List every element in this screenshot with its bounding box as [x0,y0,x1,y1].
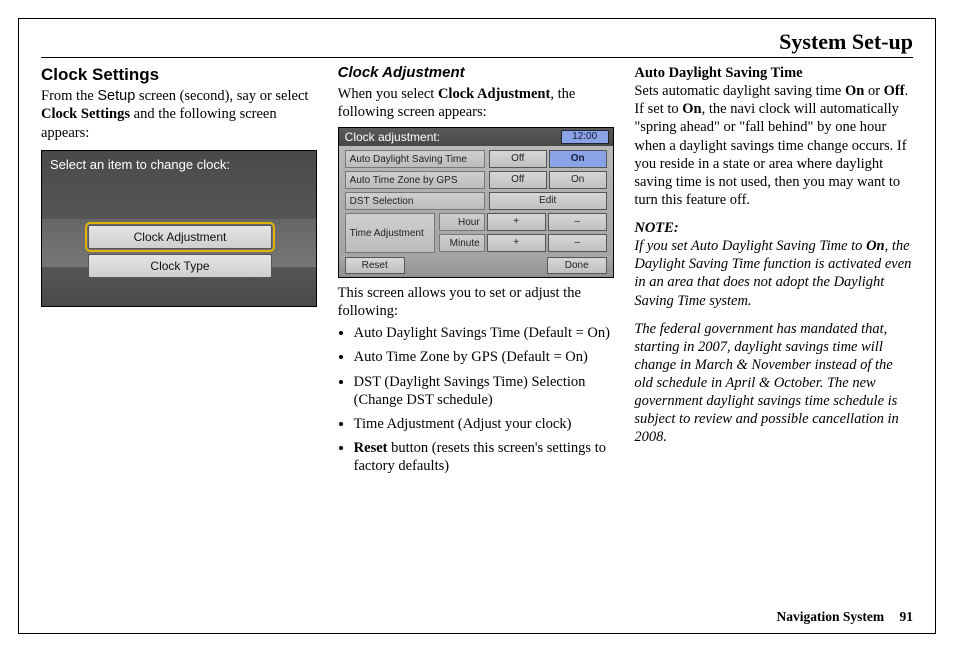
reset-button[interactable]: Reset [345,257,405,274]
text: screen (second), say or select [135,88,308,104]
panel-footer: Reset Done [339,255,613,277]
reset-bold: Reset [354,440,388,456]
auto-dst-heading: Auto Daylight Saving Time [634,65,802,81]
label: Auto Time Zone by GPS [345,171,485,189]
footer-label: Navigation System [777,609,885,624]
column-2: Clock Adjustment When you select Clock A… [338,64,617,605]
edit-button[interactable]: Edit [489,192,607,210]
clock-adjustment-heading: Clock Adjustment [338,64,617,83]
list-item: Reset button (resets this screen's setti… [354,439,617,475]
edit-group: Edit [489,192,607,210]
screenshot-clock-adjustment: Clock adjustment: 12:00 Auto Daylight Sa… [338,127,614,278]
minute-minus-button[interactable]: – [548,234,607,252]
screen-title: Select an item to change clock: [50,157,230,173]
done-button[interactable]: Done [547,257,607,274]
minute-plus-button[interactable]: + [487,234,546,252]
note-2: The federal government has mandated that… [634,320,913,447]
clock-settings-intro: From the Setup screen (second), say or s… [41,87,320,141]
row-auto-tz: Auto Time Zone by GPS Off On [345,171,607,189]
list-item: Time Adjustment (Adjust your clock) [354,415,617,433]
text: When you select [338,86,438,102]
hour-minus-button[interactable]: – [548,213,607,231]
text: If you set Auto Daylight Saving Time to [634,238,866,254]
clock-settings-heading: Clock Settings [41,64,320,85]
panel-title: Clock adjustment: 12:00 [339,128,613,146]
off-button[interactable]: Off [489,150,547,168]
row-time-adjustment: Time Adjustment Hour + – Minute + – [345,213,607,253]
hour-row: Hour + – [439,213,607,232]
hour-label: Hour [439,213,485,231]
label: Auto Daylight Saving Time [345,150,485,168]
clock-settings-bold: Clock Settings [41,106,130,122]
clock-readout: 12:00 [561,130,609,144]
clock-type-button[interactable]: Clock Type [88,254,272,278]
clock-adjustment-button[interactable]: Clock Adjustment [88,225,272,249]
time-controls: Hour + – Minute + – [439,213,607,253]
text: Sets automatic daylight saving time [634,83,845,99]
screenshot-clock-settings: Select an item to change clock: Clock Ad… [41,150,317,307]
note-1: If you set Auto Daylight Saving Time to … [634,237,913,310]
bullet-list: Auto Daylight Savings Time (Default = On… [338,324,617,475]
toggle-group: Off On [489,150,607,168]
text-bold: Clock Adjustment [438,86,550,102]
off-button[interactable]: Off [489,171,547,189]
text: or [864,83,883,99]
list-item: Auto Time Zone by GPS (Default = On) [354,348,617,366]
after-text: This screen allows you to set or adjust … [338,284,617,320]
panel-body: Auto Daylight Saving Time Off On Auto Ti… [339,146,613,255]
page-frame: System Set-up Clock Settings From the Se… [18,18,936,634]
toggle-group: Off On [489,171,607,189]
list-item: Auto Daylight Savings Time (Default = On… [354,324,617,342]
label: Time Adjustment [345,213,435,253]
note-label: NOTE: [634,219,913,237]
minute-row: Minute + – [439,234,607,253]
row-dst-selection: DST Selection Edit [345,192,607,210]
auto-dst-paragraph: Auto Daylight Saving Time Sets automatic… [634,64,913,209]
label: DST Selection [345,192,485,210]
text: button (resets this screen's settings to… [354,440,606,474]
columns: Clock Settings From the Setup screen (se… [41,64,913,605]
page-footer: Navigation System 91 [41,605,913,625]
minute-label: Minute [439,234,485,252]
on-button[interactable]: On [549,171,607,189]
on-bold: On [682,101,701,117]
setup-word: Setup [97,88,135,104]
on-bold: On [845,83,864,99]
clock-adjustment-intro: When you select Clock Adjustment, the fo… [338,85,617,121]
column-1: Clock Settings From the Setup screen (se… [41,64,320,605]
row-auto-dst: Auto Daylight Saving Time Off On [345,150,607,168]
hour-plus-button[interactable]: + [487,213,546,231]
on-bold: On [866,238,885,254]
title-text: Clock adjustment: [345,130,440,144]
section-header: System Set-up [41,29,913,58]
on-button[interactable]: On [549,150,607,168]
page-number: 91 [900,609,914,624]
text: From the [41,88,97,104]
off-bold: Off [884,83,905,99]
list-item: DST (Daylight Savings Time) Selection (C… [354,373,617,409]
column-3: Auto Daylight Saving Time Sets automatic… [634,64,913,605]
